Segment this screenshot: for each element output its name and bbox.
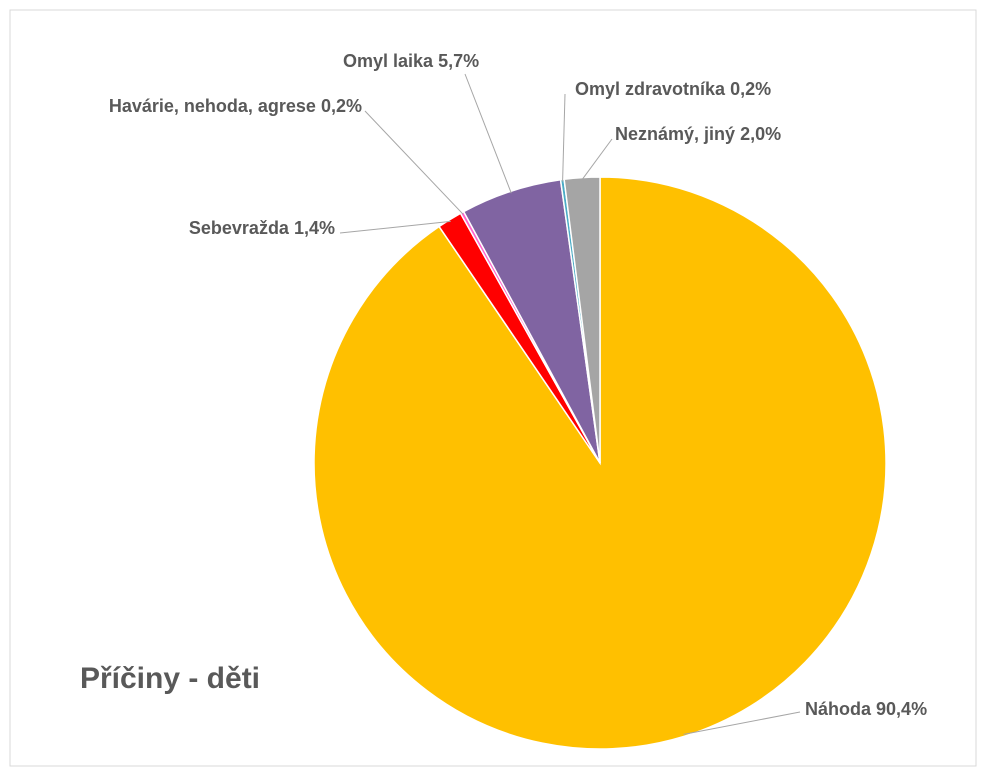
data-label-value: 0,2% — [730, 79, 771, 99]
data-label-value: 5,7% — [438, 51, 479, 71]
data-label-value: 2,0% — [740, 124, 781, 144]
data-label: Sebevražda 1,4% — [189, 218, 335, 238]
data-label: Havárie, nehoda, agrese 0,2% — [109, 96, 362, 116]
data-label-category: Havárie, nehoda, agrese — [109, 96, 316, 116]
data-label-category: Sebevražda — [189, 218, 290, 238]
leader-line — [364, 110, 464, 215]
leader-line — [683, 711, 801, 735]
data-label-category: Náhoda — [805, 699, 872, 719]
leader-line — [339, 220, 451, 234]
leader-line — [562, 93, 566, 182]
data-label: Omyl zdravotníka 0,2% — [575, 79, 771, 99]
data-label-value: 90,4% — [876, 699, 927, 719]
chart-title: Příčiny - děti — [80, 662, 260, 695]
leader-line — [464, 73, 512, 194]
data-label: Neznámý, jiný 2,0% — [615, 124, 781, 144]
data-label-category: Omyl laika — [343, 51, 434, 71]
pie-slice — [563, 176, 601, 464]
data-label-category: Omyl zdravotníka — [575, 79, 726, 99]
data-label-category: Neznámý, jiný — [615, 124, 735, 144]
data-label: Náhoda 90,4% — [805, 699, 927, 719]
leader-line — [581, 138, 613, 180]
data-label: Omyl laika 5,7% — [343, 51, 479, 71]
data-label-value: 0,2% — [321, 96, 362, 116]
data-label-value: 1,4% — [294, 218, 335, 238]
